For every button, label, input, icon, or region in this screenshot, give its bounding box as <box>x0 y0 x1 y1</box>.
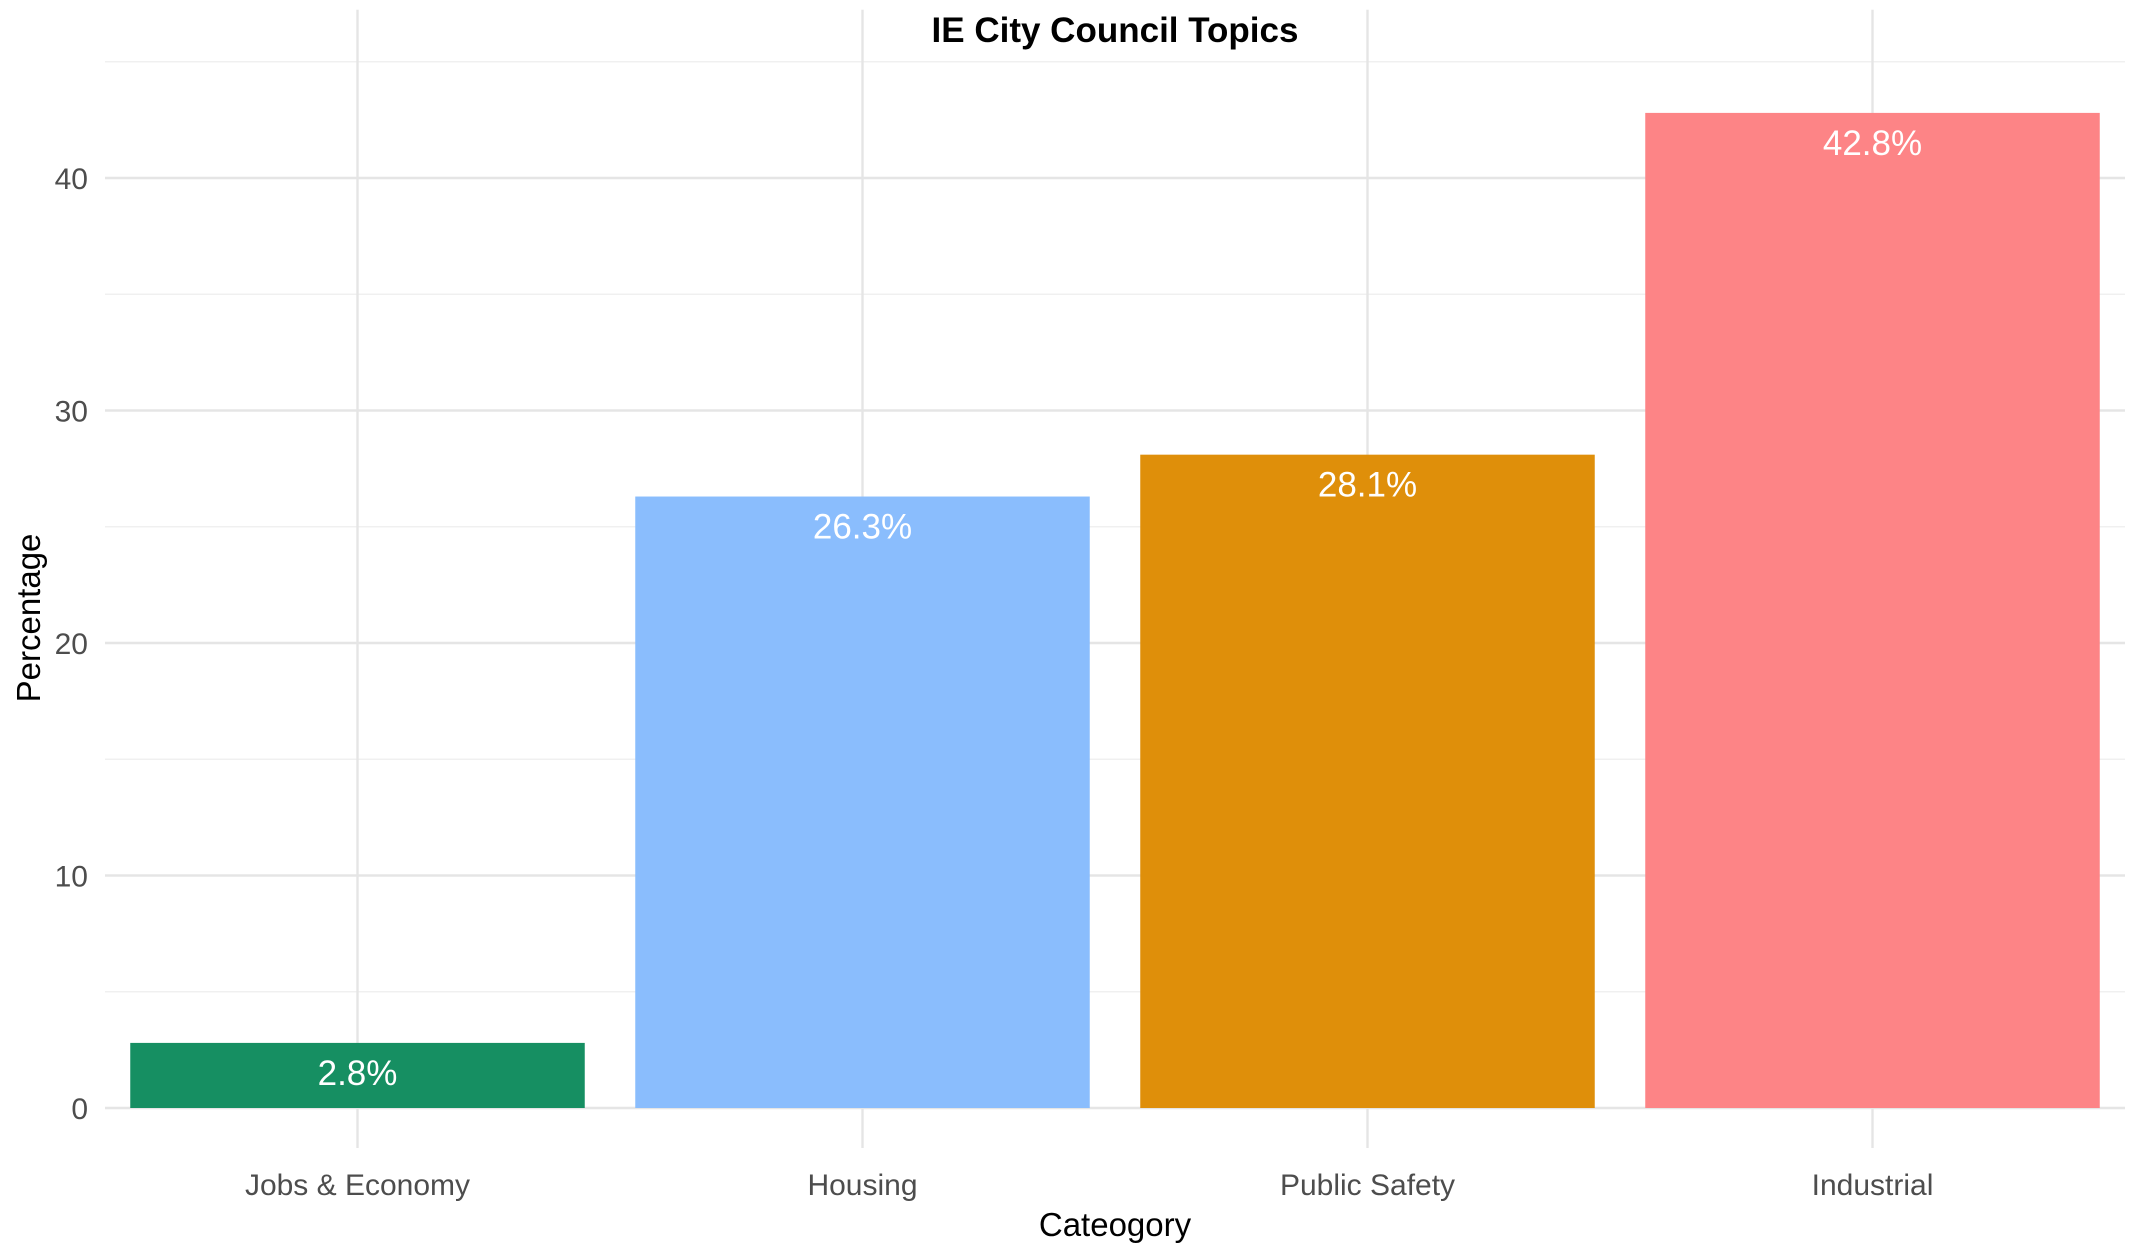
bar-value-label: 26.3% <box>813 508 912 547</box>
y-tick-label: 10 <box>55 861 88 894</box>
y-tick-label: 0 <box>71 1093 88 1126</box>
x-axis-title: Cateogory <box>1039 1206 1192 1243</box>
x-tick-label: Public Safety <box>1280 1169 1455 1202</box>
y-axis-title: Percentage <box>10 534 47 703</box>
x-tick-label: Industrial <box>1812 1169 1934 1202</box>
y-tick-label: 30 <box>55 396 88 429</box>
bar-value-label: 42.8% <box>1823 124 1922 163</box>
bar-value-label: 2.8% <box>318 1054 398 1093</box>
data-labels: 2.8% 26.3% 28.1% 42.8% <box>318 124 1923 1093</box>
y-tick-label: 40 <box>55 163 88 196</box>
y-tick-label: 20 <box>55 628 88 661</box>
bar-value-label: 28.1% <box>1318 466 1417 505</box>
bar <box>635 496 1090 1108</box>
bars <box>130 112 2100 1108</box>
x-axis-ticks: Jobs & Economy Housing Public Safety Indust… <box>245 1169 1933 1202</box>
y-axis-ticks: 0 10 20 30 40 <box>55 163 88 1126</box>
bar <box>130 1042 585 1108</box>
x-tick-label: Housing <box>807 1169 917 1202</box>
bar <box>1140 454 1595 1108</box>
bar <box>1645 112 2100 1108</box>
chart-title: IE City Council Topics <box>932 11 1299 50</box>
x-tick-label: Jobs & Economy <box>245 1169 470 1202</box>
